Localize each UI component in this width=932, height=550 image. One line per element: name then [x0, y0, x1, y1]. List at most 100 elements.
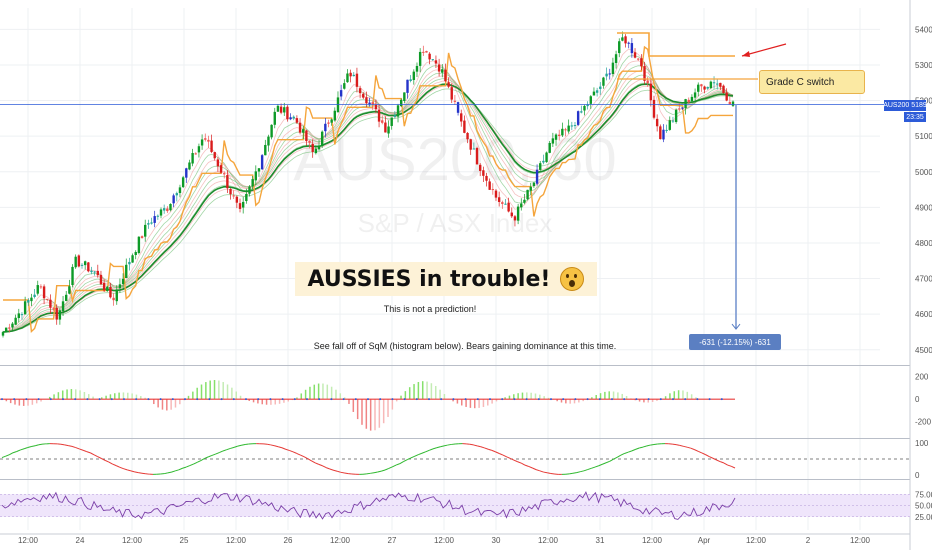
osc-seg-84: [307, 458, 312, 462]
sqm-dot-15: [184, 398, 186, 401]
osc-seg-142: [521, 462, 526, 466]
candle-body-195: [618, 41, 621, 54]
osc-seg-149: [547, 472, 551, 475]
candle-body-199: [630, 43, 634, 54]
sqm-dot-10: [123, 398, 125, 401]
candle-body-60: [191, 153, 194, 164]
candle-body-113: [358, 88, 362, 94]
osc-seg-37: [134, 471, 139, 474]
osc-seg-57: [208, 454, 213, 458]
osc-seg-107: [392, 464, 397, 468]
osc-seg-135: [495, 451, 500, 454]
osc-seg-166: [609, 458, 614, 462]
osc-seg-22: [79, 448, 84, 451]
osc-seg-56: [204, 456, 209, 459]
osc-seg-91: [333, 469, 338, 472]
osc-seg-52: [189, 463, 194, 467]
projection-badge: -631 (-12.15%) -631: [689, 334, 781, 350]
candle-body-196: [621, 37, 624, 41]
candle-body-206: [652, 99, 656, 118]
candle-body-116: [368, 102, 371, 105]
candle-body-191: [605, 73, 608, 77]
sqm-dot-30: [367, 398, 369, 401]
candle-body-39: [125, 264, 128, 279]
candle-body-19: [61, 301, 65, 312]
sqm-dot-27: [330, 398, 333, 401]
candle-body-205: [649, 83, 653, 101]
osc-seg-66: [241, 444, 246, 446]
rsi-tick-1: 50.00: [915, 502, 932, 511]
candle-body-140: [444, 69, 447, 82]
countdown-tag: 23:35: [904, 112, 926, 122]
time-tick-15: 2: [806, 536, 811, 545]
osc-tick-0: 100: [915, 439, 929, 448]
candle-body-209: [662, 129, 665, 140]
candle-body-158: [501, 202, 504, 204]
candle-body-20: [65, 294, 68, 301]
candle-body-143: [453, 100, 457, 102]
candle-body-185: [586, 104, 589, 107]
osc-seg-103: [377, 470, 382, 473]
osc-seg-118: [432, 447, 437, 450]
price-tick-6: 5100: [915, 132, 932, 141]
time-tick-14: 12:00: [746, 536, 767, 545]
sqm-dot-19: [232, 398, 235, 401]
sqm-dot-13: [159, 398, 162, 401]
osc-seg-28: [101, 458, 106, 461]
candle-body-225: [712, 82, 716, 84]
candle-body-171: [542, 160, 545, 163]
osc-seg-132: [484, 447, 489, 450]
candle-body-57: [181, 177, 185, 188]
osc-seg-159: [583, 469, 588, 472]
candle-body-210: [665, 129, 668, 131]
price-tick-8: 5300: [915, 61, 932, 70]
candle-body-215: [681, 107, 684, 109]
candle-body-7: [23, 301, 27, 315]
sqm-dot-54: [659, 398, 662, 401]
osc-seg-170: [624, 451, 629, 454]
osc-seg-198: [727, 464, 732, 467]
time-tick-7: 27: [388, 536, 397, 545]
candle-body-137: [434, 60, 438, 64]
price-tick-1: 4600: [915, 310, 932, 319]
osc-seg-161: [591, 466, 596, 469]
time-tick-0: 12:00: [18, 536, 39, 545]
candle-body-229: [725, 92, 728, 101]
osc-seg-24: [86, 451, 91, 454]
candle-body-149: [472, 148, 476, 150]
osc-seg-165: [605, 460, 610, 464]
osc-seg-167: [613, 456, 618, 460]
osc-seg-173: [635, 447, 640, 450]
candle-layer: [1, 31, 735, 338]
candle-body-118: [374, 104, 378, 110]
sqm-dot-29: [354, 398, 357, 401]
candle-body-212: [671, 120, 675, 122]
osc-seg-26: [93, 454, 98, 458]
osc-seg-122: [447, 443, 452, 446]
axis-layer: 4500460047004800490050005100520053005400…: [18, 25, 932, 545]
candle-body-72: [229, 188, 232, 195]
time-tick-11: 31: [596, 536, 605, 545]
osc-seg-59: [215, 452, 220, 455]
candle-body-111: [352, 74, 355, 77]
candle-body-49: [156, 215, 160, 217]
sqm-dot-49: [598, 398, 601, 401]
candle-body-64: [204, 138, 207, 140]
sqm-tick-2: -200: [915, 418, 932, 427]
osc-seg-53: [193, 461, 198, 465]
rsi-tick-0: 75.00: [915, 490, 932, 499]
osc-seg-157: [576, 471, 581, 474]
candle-body-180: [570, 125, 574, 127]
candle-body-148: [469, 139, 472, 150]
candle-body-142: [450, 87, 453, 100]
candle-body-122: [387, 126, 390, 134]
osc-seg-177: [650, 444, 655, 446]
osc-seg-140: [513, 459, 518, 463]
candle-body-4: [14, 317, 17, 325]
candle-body-162: [513, 216, 517, 221]
candle-body-115: [365, 97, 368, 104]
candle-body-104: [330, 119, 333, 123]
osc-seg-199: [731, 465, 736, 469]
sqm-dot-4: [49, 398, 52, 401]
